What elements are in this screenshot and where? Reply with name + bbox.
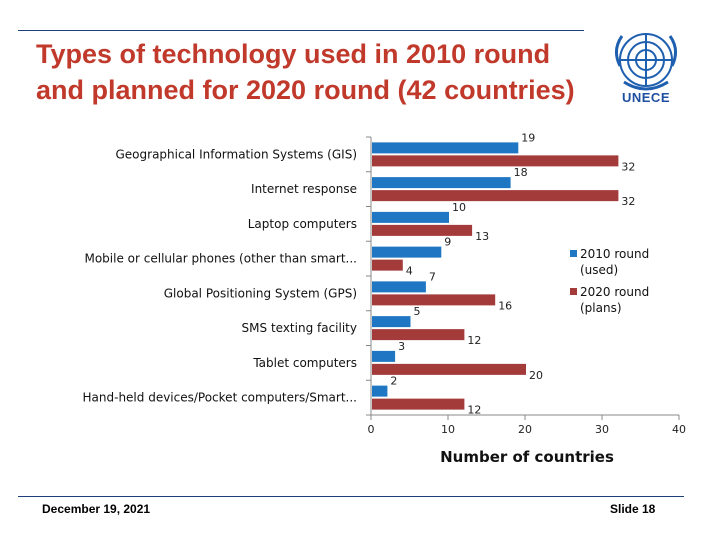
bar-2020 [372,398,465,410]
un-emblem-icon [615,33,677,91]
legend-swatch-2010 [570,250,577,257]
data-label: 9 [444,236,451,249]
bar-2010 [372,211,449,223]
data-label: 12 [467,404,481,417]
bar-2020 [372,224,473,236]
legend-label: 2010 round [580,247,649,261]
data-label: 32 [621,160,635,173]
slide-title-line-1: Types of technology used in 2010 round [36,39,551,69]
data-label: 3 [398,340,405,353]
bar-2010 [372,246,442,258]
data-label: 5 [414,305,421,318]
slide-title: Types of technology used in 2010 round a… [36,36,596,108]
legend-label: (used) [580,263,618,277]
category-label: Mobile or cellular phones (other than sm… [84,252,357,266]
bar-2010 [372,281,426,293]
top-rule [18,30,584,31]
data-label: 19 [521,131,535,144]
data-label: 13 [475,230,489,243]
footer-slide-number: Slide 18 [610,502,656,516]
data-label: 7 [429,270,436,283]
bar-2010 [372,316,411,328]
category-label: SMS texting facility [242,321,357,335]
data-label: 2 [390,375,397,388]
data-label: 12 [467,334,481,347]
bar-2010 [372,142,519,154]
slide-title-line-2: and planned for 2020 round (42 countries… [36,75,575,105]
data-label: 20 [529,369,543,382]
data-label: 16 [498,299,512,312]
data-label: 4 [406,265,413,278]
bar-2020 [372,363,526,375]
x-tick-label: 30 [595,423,609,436]
bottom-rule [18,496,684,497]
category-label: Hand-held devices/Pocket computers/Smart… [83,391,357,405]
bar-2020 [372,329,465,341]
legend-swatch-2020 [570,288,577,295]
data-label: 10 [452,201,466,214]
bar-2020 [372,155,619,167]
category-label: Geographical Information Systems (GIS) [116,147,358,161]
bar-2010 [372,385,388,397]
footer-date: December 19, 2021 [42,502,151,516]
category-label: Internet response [251,182,357,196]
legend-label: (plans) [580,301,622,315]
x-tick-label: 40 [672,423,686,436]
x-tick-label: 20 [518,423,532,436]
bar-2020 [372,259,403,271]
legend-label: 2020 round [580,285,649,299]
bar-2010 [372,177,511,189]
bar-2020 [372,294,496,306]
category-label: Tablet computers [252,356,357,370]
category-label: Laptop computers [248,217,357,231]
data-label: 32 [621,195,635,208]
x-axis-title: Number of countries [440,448,614,466]
data-label: 18 [514,166,528,179]
x-tick-label: 10 [441,423,455,436]
unece-logo-text: UNECE [621,90,670,105]
bar-2020 [372,190,619,202]
x-tick-label: 0 [368,423,375,436]
category-label: Global Positioning System (GPS) [164,286,357,300]
bar-2010 [372,350,396,362]
